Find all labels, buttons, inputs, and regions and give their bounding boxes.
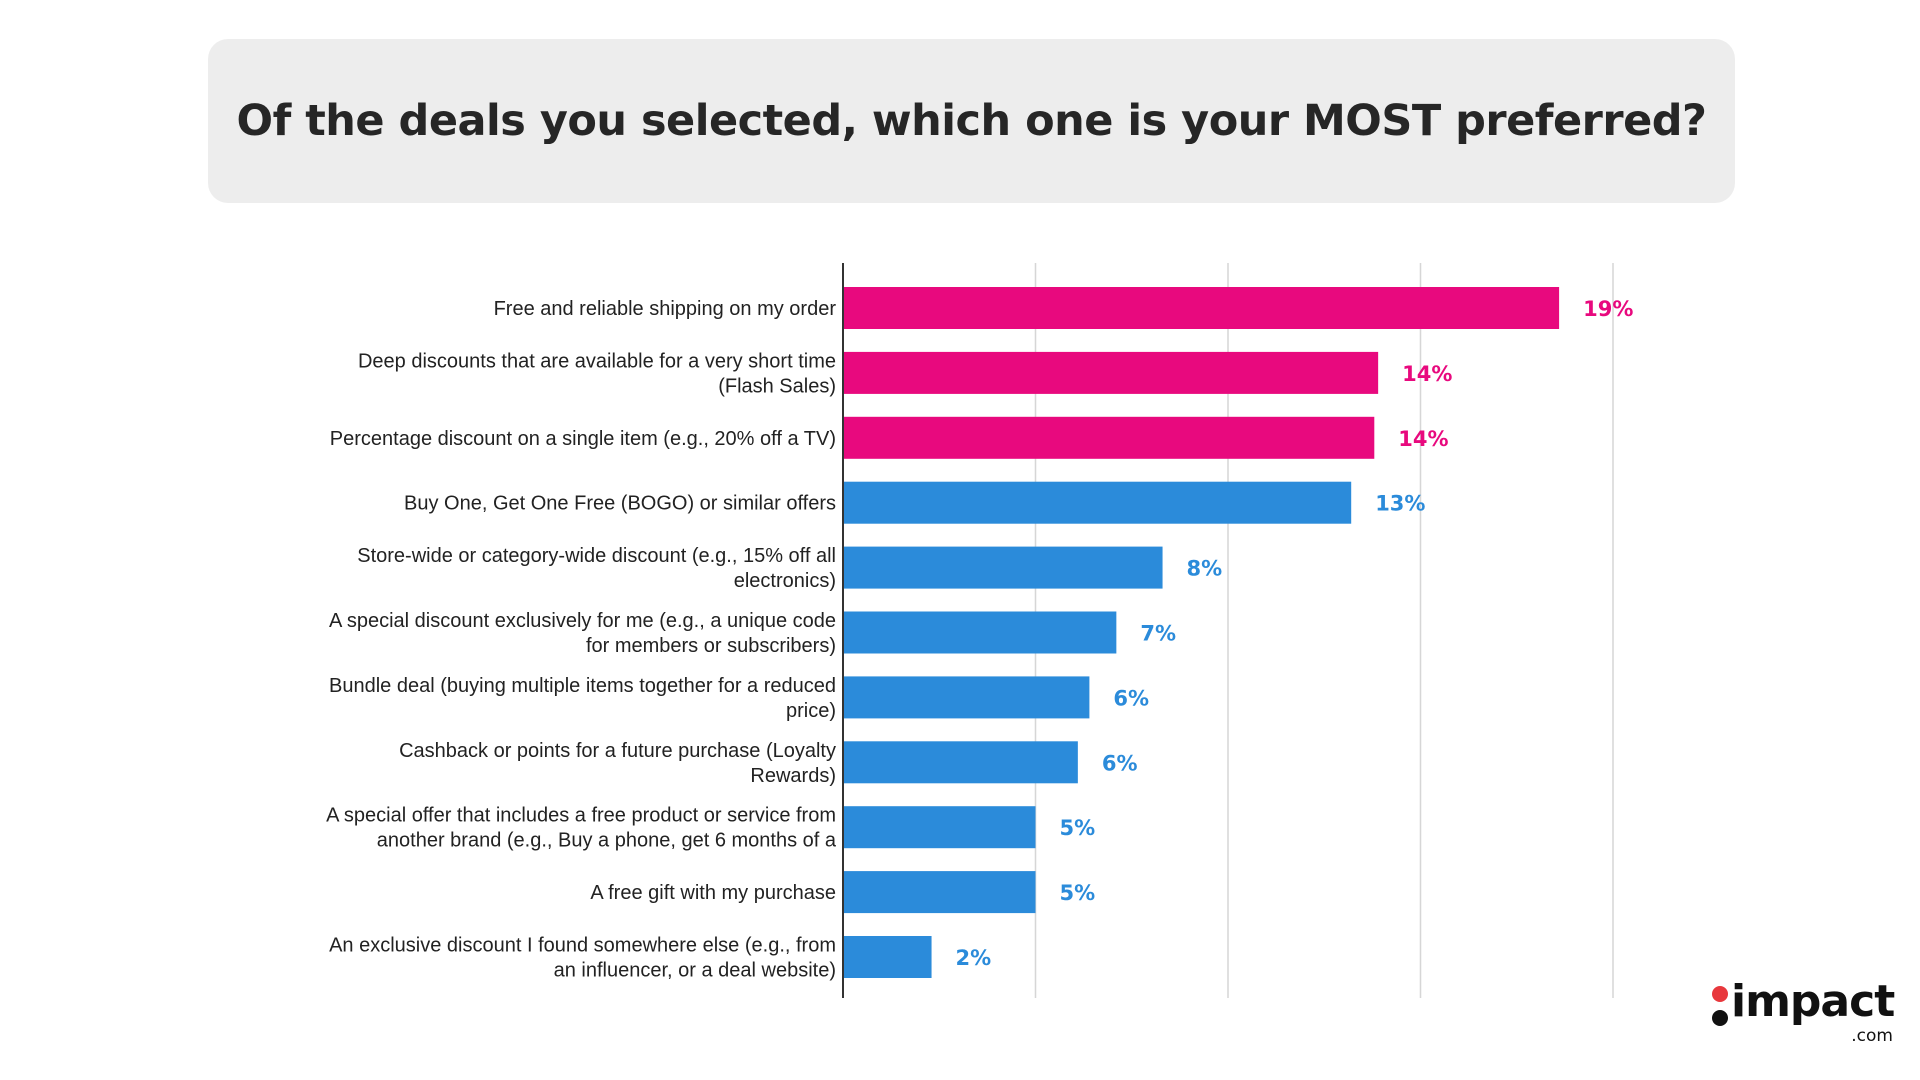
- bar-6: [843, 611, 1117, 654]
- value-label-6: 7%: [1140, 622, 1176, 646]
- value-label-8: 6%: [1102, 751, 1138, 775]
- bar-1: [843, 287, 1560, 329]
- value-label-4: 13%: [1375, 492, 1425, 516]
- value-label-9: 5%: [1060, 816, 1096, 840]
- bar-2: [843, 351, 1379, 394]
- category-label-11: An exclusive discount I found somewhere …: [329, 935, 836, 982]
- logo-wordmark: impact: [1731, 976, 1895, 1027]
- category-label-1: Free and reliable shipping on my order: [494, 298, 837, 320]
- bar-10: [843, 871, 1036, 914]
- category-label-3: Percentage discount on a single item (e.…: [330, 428, 836, 450]
- value-label-10: 5%: [1060, 881, 1096, 905]
- value-labels: 19% 14% 14% 13% 8% 7% 6% 6% 5% 5% 2%: [956, 297, 1634, 970]
- category-label-7: Bundle deal (buying multiple items toget…: [329, 675, 836, 722]
- bars: [843, 287, 1560, 978]
- category-labels: Free and reliable shipping on my order De…: [326, 298, 837, 982]
- category-label-10: A free gift with my purchase: [590, 882, 836, 904]
- value-label-5: 8%: [1187, 557, 1223, 581]
- logo-suffix: .com: [1851, 1026, 1893, 1046]
- impact-logo: impact .com: [1709, 976, 1899, 1046]
- bar-11: [843, 936, 932, 978]
- category-label-9: A special offer that includes a free pro…: [326, 805, 837, 852]
- bar-3: [843, 416, 1375, 459]
- bar-8: [843, 741, 1078, 784]
- value-label-7: 6%: [1113, 686, 1149, 710]
- category-label-4: Buy One, Get One Free (BOGO) or similar …: [404, 493, 836, 515]
- chart-title-box: Of the deals you selected, which one is …: [208, 39, 1735, 203]
- bar-7: [843, 676, 1090, 719]
- category-label-5: Store-wide or category-wide discount (e.…: [357, 545, 836, 592]
- chart-title: Of the deals you selected, which one is …: [236, 96, 1707, 146]
- value-label-2: 14%: [1402, 362, 1452, 386]
- value-label-3: 14%: [1398, 427, 1448, 451]
- category-label-2: Deep discounts that are available for a …: [358, 350, 836, 397]
- value-label-1: 19%: [1583, 297, 1633, 321]
- value-label-11: 2%: [956, 946, 992, 970]
- logo-dot-top: [1712, 986, 1728, 1002]
- category-label-6: A special discount exclusively for me (e…: [329, 610, 836, 657]
- logo-dot-bottom: [1712, 1010, 1728, 1026]
- logo-dots-icon: [1712, 986, 1730, 1036]
- bar-9: [843, 806, 1036, 849]
- bar-4: [843, 481, 1352, 524]
- bar-5: [843, 546, 1163, 589]
- category-label-8: Cashback or points for a future purchase…: [399, 740, 836, 787]
